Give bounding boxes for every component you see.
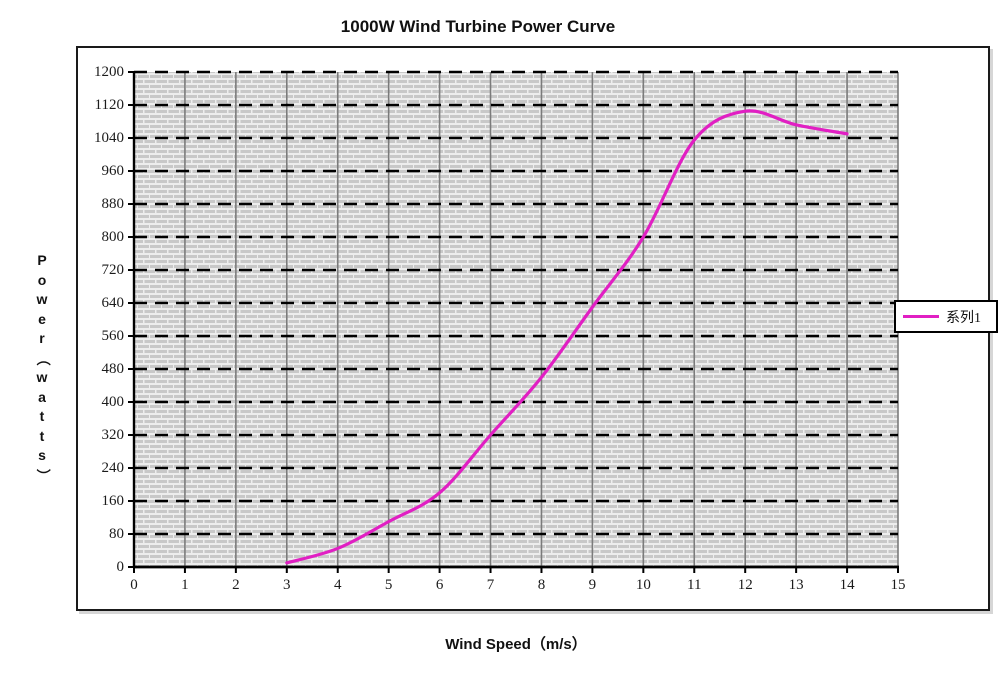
legend-label: 系列1 bbox=[946, 310, 981, 326]
x-tick-label: 6 bbox=[435, 577, 444, 593]
y-tick-label: 640 bbox=[101, 295, 125, 311]
legend-line-sample bbox=[903, 315, 939, 318]
plot-area bbox=[128, 70, 899, 573]
y-axis-title-char: t bbox=[39, 427, 45, 444]
legend: 系列1 bbox=[894, 300, 998, 333]
y-tick-label: 1040 bbox=[94, 130, 124, 146]
x-tick-label: 10 bbox=[635, 577, 651, 593]
x-tick-label: 5 bbox=[384, 577, 393, 593]
y-tick-label: 1120 bbox=[94, 97, 124, 113]
y-axis-title-char: a bbox=[38, 388, 46, 405]
y-axis-title-char: o bbox=[37, 271, 47, 288]
y-axis-title-char: P bbox=[37, 252, 47, 268]
y-axis-title-char: （ bbox=[34, 351, 51, 366]
x-tick-label: 0 bbox=[130, 577, 138, 593]
x-tick-label: 13 bbox=[788, 577, 804, 593]
x-tick-label: 12 bbox=[737, 577, 753, 593]
y-tick-label: 880 bbox=[101, 196, 125, 212]
y-axis-title-char: t bbox=[39, 408, 45, 424]
x-tick-label: 9 bbox=[588, 577, 597, 593]
chart-title: 1000W Wind Turbine Power Curve bbox=[340, 17, 616, 36]
y-tick-label: 400 bbox=[101, 394, 125, 410]
y-axis-title-char: ） bbox=[34, 468, 51, 483]
y-tick-label: 0 bbox=[116, 559, 125, 575]
y-tick-label: 80 bbox=[109, 526, 124, 542]
x-tick-label: 8 bbox=[537, 577, 546, 593]
x-tick-label: 14 bbox=[839, 577, 855, 593]
x-axis-title: Wind Speed（m/s） bbox=[445, 636, 587, 653]
y-tick-label: 560 bbox=[101, 328, 125, 344]
x-tick-label: 3 bbox=[283, 577, 291, 593]
x-tick-label: 7 bbox=[486, 577, 495, 593]
x-tick-label: 15 bbox=[890, 577, 906, 593]
y-tick-label: 160 bbox=[101, 493, 125, 509]
y-axis-title-char: w bbox=[36, 369, 48, 385]
y-tick-label: 960 bbox=[101, 163, 125, 179]
y-axis-title-char: s bbox=[38, 447, 46, 463]
x-tick-label: 4 bbox=[333, 577, 342, 593]
x-tick-label: 11 bbox=[687, 577, 702, 593]
y-tick-label: 800 bbox=[101, 229, 125, 245]
y-axis-title-char: r bbox=[39, 330, 45, 346]
y-axis-title-char: w bbox=[36, 291, 48, 307]
y-tick-label: 480 bbox=[101, 361, 125, 377]
x-tick-label: 1 bbox=[181, 577, 189, 593]
y-tick-label: 320 bbox=[101, 427, 125, 443]
x-tick-label: 2 bbox=[232, 577, 240, 593]
y-axis-title-char: e bbox=[38, 310, 46, 327]
y-tick-label: 1200 bbox=[94, 64, 124, 80]
y-tick-label: 240 bbox=[101, 460, 125, 476]
y-tick-label: 720 bbox=[101, 262, 125, 278]
